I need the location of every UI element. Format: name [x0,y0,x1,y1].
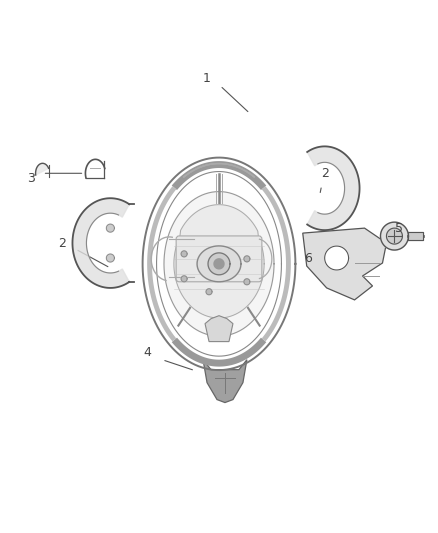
Polygon shape [386,228,403,244]
Polygon shape [106,224,114,232]
Polygon shape [203,360,247,402]
Polygon shape [408,232,424,240]
Text: 1: 1 [203,72,211,85]
Polygon shape [205,316,233,342]
Text: 2: 2 [321,167,328,180]
Polygon shape [307,147,360,230]
Polygon shape [181,251,187,257]
Polygon shape [174,205,264,318]
Polygon shape [181,276,187,282]
Polygon shape [208,253,230,275]
Polygon shape [325,246,349,270]
Polygon shape [35,163,49,175]
Polygon shape [164,191,274,336]
Polygon shape [197,246,241,282]
FancyBboxPatch shape [176,236,262,282]
Polygon shape [303,228,386,300]
Polygon shape [72,198,129,288]
Text: 4: 4 [143,346,151,359]
Polygon shape [206,289,212,295]
Polygon shape [244,256,250,262]
Polygon shape [381,222,408,250]
Polygon shape [244,279,250,285]
Text: 3: 3 [27,172,35,185]
Polygon shape [214,259,224,269]
Text: 2: 2 [59,237,67,249]
Text: 5: 5 [396,222,403,235]
Text: 6: 6 [304,252,312,264]
Polygon shape [106,254,114,262]
